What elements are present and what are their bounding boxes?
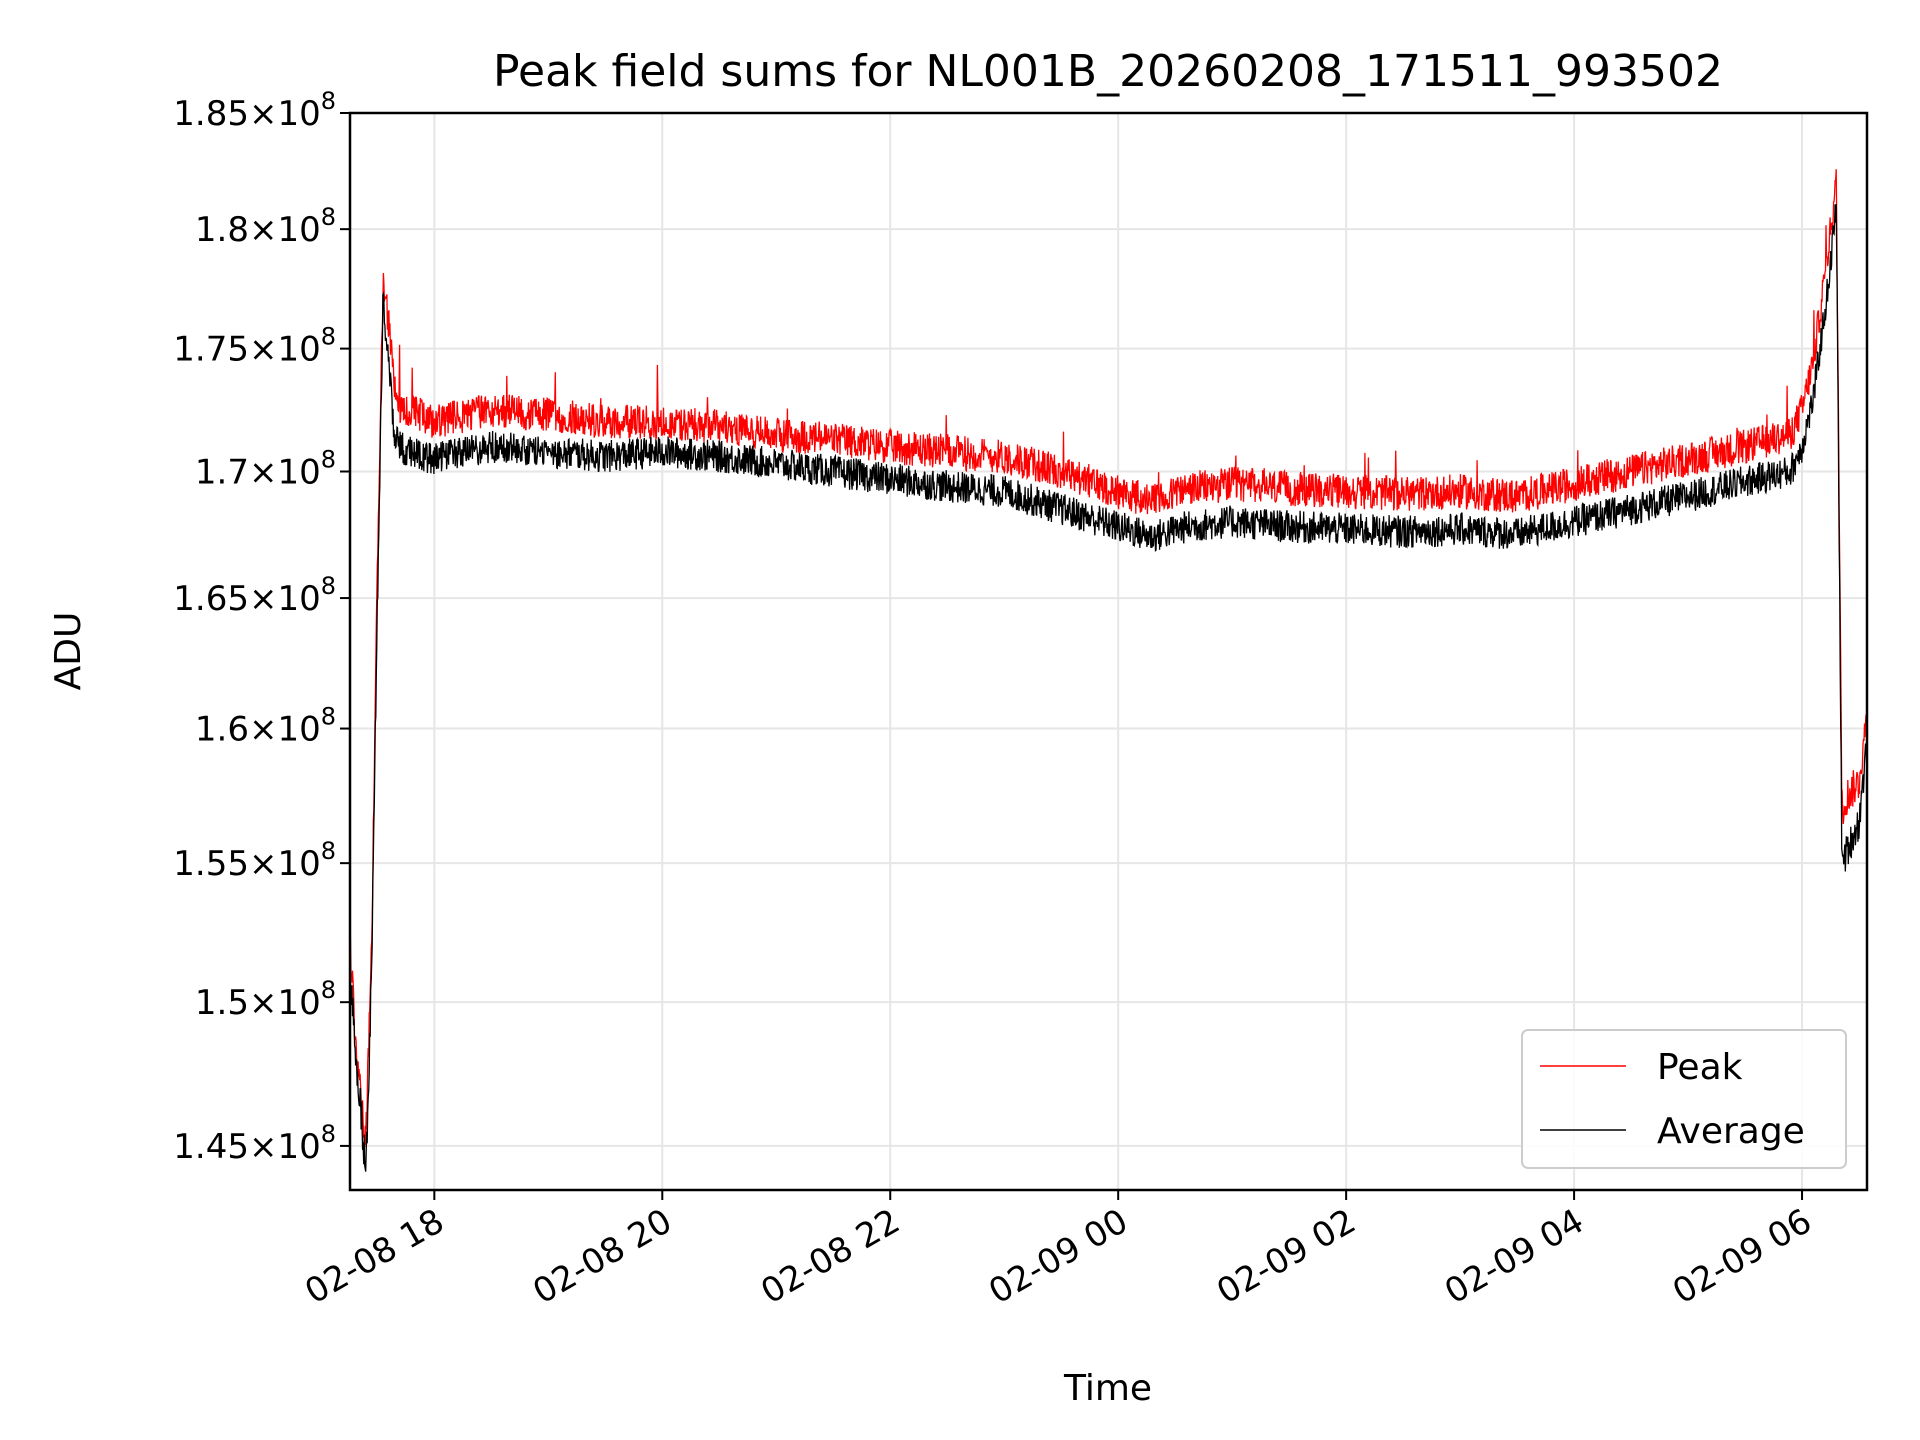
y-tick-mantissa: 1.5×10 bbox=[195, 983, 321, 1023]
y-tick-exponent: 8 bbox=[321, 976, 336, 1004]
y-tick-mantissa: 1.8×10 bbox=[195, 210, 321, 250]
y-axis-label: ADU bbox=[48, 612, 89, 691]
y-tick-exponent: 8 bbox=[321, 323, 336, 351]
plot-area-frame bbox=[348, 111, 1869, 1192]
y-tick-label: 1.65×108 bbox=[173, 572, 336, 619]
y-tick-mantissa: 1.65×10 bbox=[173, 579, 320, 619]
y-tick-mantissa: 1.75×10 bbox=[173, 330, 320, 370]
legend-box bbox=[1521, 1029, 1847, 1169]
chart-title: Peak field sums for NL001B_20260208_1715… bbox=[493, 46, 1723, 97]
y-tick-mantissa: 1.7×10 bbox=[195, 453, 321, 493]
y-tick-label: 1.75×108 bbox=[173, 323, 336, 370]
y-tick-label: 1.55×108 bbox=[173, 837, 336, 884]
y-tick-label: 1.6×108 bbox=[195, 703, 336, 750]
y-tick-label: 1.8×108 bbox=[195, 203, 336, 250]
y-tick-exponent: 8 bbox=[321, 703, 336, 731]
y-tick-label: 1.85×108 bbox=[173, 87, 336, 134]
legend-average-label: Average bbox=[1657, 1111, 1805, 1152]
y-tick-exponent: 8 bbox=[321, 87, 336, 115]
legend-peak-label: Peak bbox=[1657, 1047, 1743, 1088]
legend: Peak Average bbox=[1521, 1029, 1847, 1169]
series-layer bbox=[350, 169, 1867, 1172]
series-average-line bbox=[350, 203, 1867, 1172]
y-tick-mantissa: 1.55×10 bbox=[173, 844, 320, 884]
y-tick-exponent: 8 bbox=[321, 203, 336, 231]
y-tick-label: 1.5×108 bbox=[195, 976, 336, 1023]
y-tick-exponent: 8 bbox=[321, 1120, 336, 1148]
y-tick-exponent: 8 bbox=[321, 446, 336, 474]
y-tick-mantissa: 1.6×10 bbox=[195, 710, 321, 750]
series-peak-line bbox=[350, 169, 1867, 1148]
x-axis-label: Time bbox=[1063, 1368, 1152, 1409]
y-tick-exponent: 8 bbox=[321, 837, 336, 865]
y-tick-label: 1.45×108 bbox=[173, 1120, 336, 1167]
y-tick-label: 1.7×108 bbox=[195, 446, 336, 493]
y-tick-exponent: 8 bbox=[321, 572, 336, 600]
y-tick-mantissa: 1.85×10 bbox=[173, 94, 320, 134]
y-tick-mantissa: 1.45×10 bbox=[173, 1127, 320, 1167]
